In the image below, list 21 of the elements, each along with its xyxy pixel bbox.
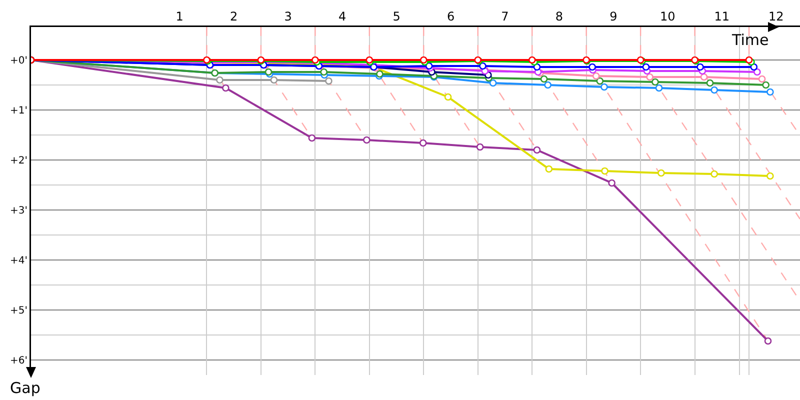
y-tick-label: +5' xyxy=(10,306,28,316)
x-axis-title: Time xyxy=(731,31,769,49)
y-axis-title: Gap xyxy=(10,379,40,397)
x-tick-label: 12 xyxy=(768,10,784,24)
y-tick-label: +3' xyxy=(10,206,28,216)
y-tick-label: +1' xyxy=(10,106,28,116)
x-tick-label: 5 xyxy=(392,10,400,24)
x-tick-label: 1 xyxy=(176,10,184,24)
y-tick-label: +2' xyxy=(10,156,28,166)
y-tick-label: +6' xyxy=(10,356,28,366)
y-tick-label: +4' xyxy=(10,256,28,266)
x-tick-label: 11 xyxy=(714,10,730,24)
y-tick-label: +0' xyxy=(10,56,28,66)
x-tick-label: 3 xyxy=(284,10,292,24)
x-tick-label: 9 xyxy=(610,10,618,24)
x-tick-label: 4 xyxy=(338,10,346,24)
x-tick-label: 6 xyxy=(446,10,455,24)
x-tick-label: 8 xyxy=(555,10,564,24)
x-tick-label: 7 xyxy=(501,10,509,24)
x-tick-label: 10 xyxy=(660,10,676,24)
x-tick-label: 2 xyxy=(230,10,238,24)
